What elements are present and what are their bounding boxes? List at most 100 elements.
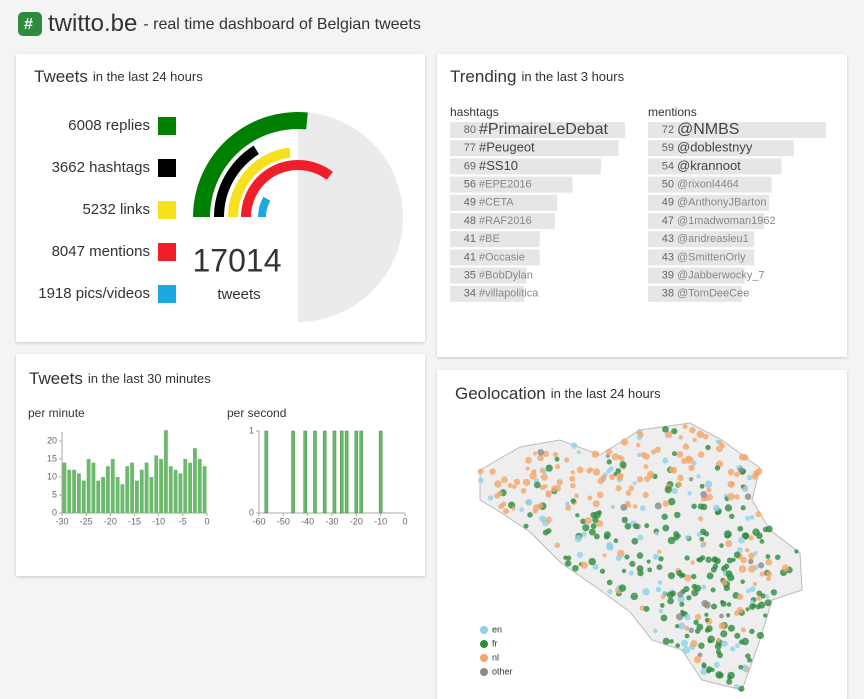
geo-point — [564, 457, 570, 463]
total-value: 17014 — [193, 242, 282, 278]
geo-point — [592, 516, 599, 524]
trend-count: 49 — [464, 197, 476, 209]
geo-point — [679, 601, 685, 607]
trend-count: 59 — [662, 142, 674, 154]
geo-point — [678, 622, 686, 630]
legend-label: en — [492, 624, 502, 634]
bar — [359, 430, 364, 514]
geo-point — [487, 495, 494, 501]
legend-dot — [480, 654, 488, 662]
trend-count: 43 — [662, 233, 674, 245]
geo-point — [742, 485, 749, 493]
geo-point — [607, 589, 613, 595]
panel-title: Geolocation in the last 24 hours — [455, 384, 661, 403]
geo-point — [636, 552, 644, 559]
geo-point — [745, 588, 751, 594]
geo-point — [675, 624, 680, 629]
geo-point — [701, 663, 707, 669]
geo-point — [624, 554, 630, 560]
geo-point — [659, 603, 665, 608]
geo-point — [756, 595, 762, 601]
trend-bar — [450, 249, 540, 266]
geo-point — [677, 474, 684, 482]
y-tick-label: 0 — [249, 507, 254, 517]
geo-point — [619, 461, 627, 469]
geo-point — [603, 533, 610, 540]
geo-point — [642, 588, 650, 596]
geo-point — [682, 423, 688, 429]
geo-point — [745, 607, 750, 612]
geo-point — [688, 476, 694, 482]
geo-point — [698, 642, 705, 649]
y-tick-label: 15 — [47, 453, 57, 463]
y-tick-label: 0 — [52, 507, 57, 517]
geo-point — [794, 549, 799, 554]
bar — [303, 430, 308, 514]
radial-bar — [258, 196, 271, 217]
geo-point — [706, 572, 714, 580]
geo-point — [680, 639, 689, 647]
list-label: mentions — [648, 105, 697, 119]
geo-point — [642, 491, 649, 499]
geo-point — [644, 523, 650, 529]
geo-point — [590, 511, 597, 519]
x-tick-label: -50 — [277, 516, 290, 526]
geo-point — [615, 468, 622, 474]
panel-title: Trending in the last 3 hours — [450, 67, 625, 86]
geo-point — [731, 557, 736, 563]
geo-point — [637, 534, 644, 541]
geo-point — [710, 587, 716, 593]
geo-point — [597, 478, 604, 485]
bar — [291, 430, 295, 514]
geo-point — [727, 493, 735, 501]
geo-point — [640, 505, 646, 511]
geo-point — [677, 591, 684, 598]
trend-bar — [450, 158, 601, 175]
bar — [339, 430, 344, 514]
geo-point — [581, 531, 587, 537]
geo-point — [747, 657, 753, 663]
geo-point — [656, 564, 663, 571]
trend-bar — [648, 122, 826, 138]
trend-bar — [450, 176, 573, 193]
geo-point — [519, 507, 525, 512]
geo-point — [576, 551, 583, 558]
bar — [332, 430, 337, 514]
trend-name: #Peugeot — [479, 140, 535, 155]
x-tick-label: -15 — [128, 516, 141, 526]
geo-point — [632, 481, 637, 486]
geo-point — [749, 603, 756, 610]
geo-point — [748, 565, 756, 573]
geo-point — [545, 516, 552, 524]
chart-label: per second — [227, 406, 286, 420]
bar — [264, 430, 269, 514]
geo-point — [696, 623, 704, 631]
geo-point — [554, 542, 561, 548]
subtitle: in the last 3 hours — [521, 69, 624, 84]
geo-point — [660, 594, 666, 600]
geo-point — [716, 445, 723, 453]
geo-point — [626, 503, 632, 508]
geo-point — [745, 653, 751, 659]
trend-name: @doblestnyy — [677, 140, 753, 155]
bar — [81, 480, 86, 513]
geo-point — [556, 479, 563, 486]
geo-point — [525, 499, 533, 506]
geo-point — [541, 469, 547, 475]
legend-swatch — [158, 159, 176, 177]
geo-point — [742, 532, 750, 540]
trend-count: 38 — [662, 288, 674, 300]
geo-point — [714, 465, 721, 471]
geo-point — [749, 586, 756, 593]
geo-point — [756, 631, 765, 640]
geo-point — [628, 570, 634, 576]
geo-point — [700, 490, 708, 498]
geo-point — [696, 430, 705, 439]
trend-count: 39 — [662, 270, 674, 282]
x-tick-label: -20 — [350, 516, 363, 526]
geo-point — [733, 551, 741, 559]
trend-name: #PrimaireLeDebat — [479, 121, 609, 138]
geo-point — [667, 597, 674, 605]
trend-name: #RAF2016 — [479, 215, 532, 227]
geo-point — [662, 425, 669, 433]
